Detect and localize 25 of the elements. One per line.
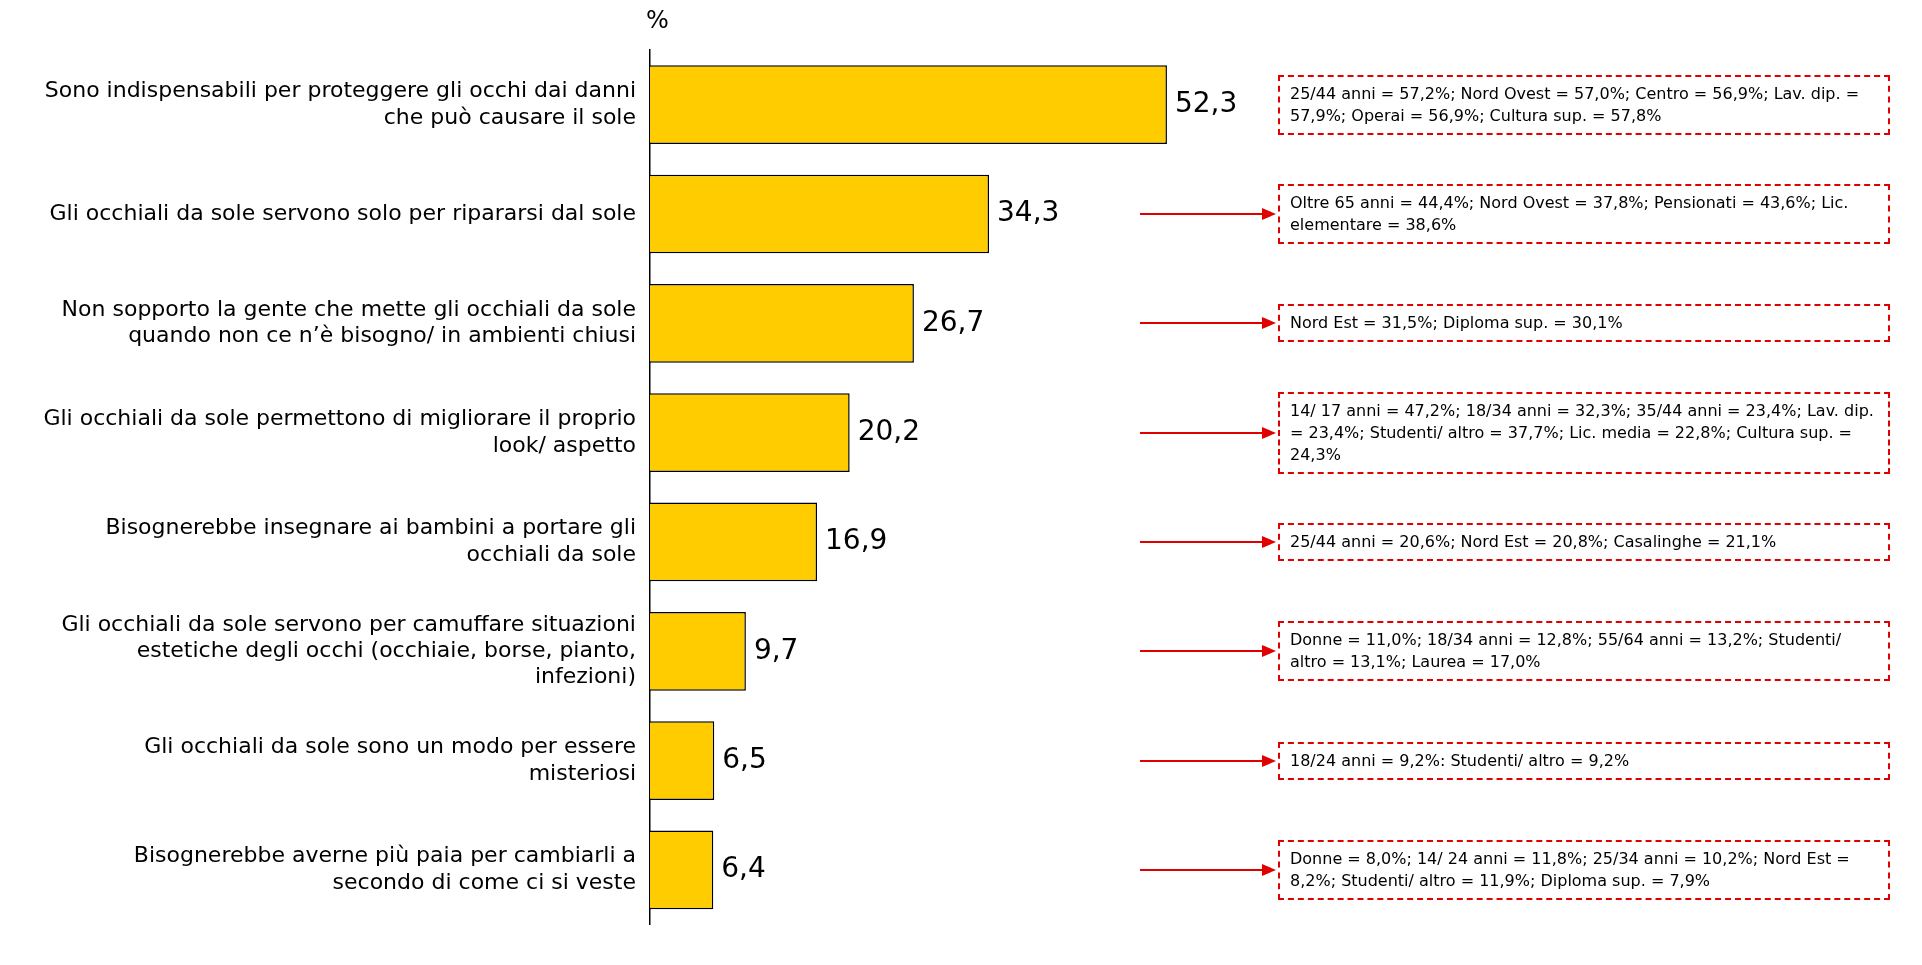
x-axis-title: % (646, 6, 669, 34)
y-tick-label: Gli occhiali da sole servono per camuffare situazioni estetiche degli occhi (occhiaie, borse, pianto, infezioni) (61, 610, 636, 689)
data-label: 34,3 (997, 195, 1060, 229)
text: Oltre 65 anni = 44,4%; Nord Ovest = 37,8%; Pensionati = 43,6%; Lic. elementare = 38,6% (1278, 183, 1890, 244)
data-label: 9,7 (753, 632, 799, 666)
data-label: 6,5 (722, 741, 767, 775)
data-label: 6,4 (721, 851, 766, 885)
data-label: 52,3 (1174, 85, 1238, 119)
data-label: 26,7 (921, 304, 985, 338)
y-tick-label: Gli occhiali da sole servono solo per ripararsi dal sole (49, 199, 636, 225)
text: 25/44 anni = 20,6%; Nord Est = 20,8%; Casalinghe = 21,1% (1278, 522, 1890, 561)
y-tick-label: Gli occhiali da sole permettono di migliorare il proprio look/ aspetto (43, 405, 636, 457)
text: 14/ 17 anni = 47,2%; 18/34 anni = 32,3%; 35/44 anni = 23,4%; Lav. dip. = 23,4%; Studenti/ altro = 37,7%; Lic. media = 22,8%; Cultura sup. = 24,3% (1278, 391, 1890, 474)
y-tick-label: Non sopporto la gente che mette gli occhiali da sole quando non ce n’è bisogno/ in ambienti chiusi (61, 295, 636, 348)
y-tick-label: Bisognerebbe insegnare ai bambini a portare gli occhiali da sole (105, 514, 636, 566)
text: Donne = 8,0%; 14/ 24 anni = 11,8%; 25/34 anni = 10,2%; Nord Est = 8,2%; Studenti/ altro = 11,9%; Diploma sup. = 7,9% (1278, 839, 1890, 900)
y-tick-label: Sono indispensabili per proteggere gli occhi dai danni che può causare il sole (44, 77, 636, 129)
data-label: 20,2 (857, 413, 921, 447)
data-label: 16,9 (825, 523, 888, 557)
text: Nord Est = 31,5%; Diploma sup. = 30,1% (1278, 304, 1890, 343)
y-tick-label: Bisognerebbe averne più paia per cambiarli a secondo di come ci si veste (133, 842, 636, 894)
text: Donne = 11,0%; 18/34 anni = 12,8%; 55/64 anni = 13,2%; Studenti/ altro = 13,1%; Laurea = 17,0% (1278, 621, 1890, 682)
text: 18/24 anni = 9,2%: Studenti/ altro = 9,2% (1278, 741, 1890, 780)
y-tick-label: Gli occhiali da sole sono un modo per essere misteriosi (144, 733, 636, 785)
text: 25/44 anni = 57,2%; Nord Ovest = 57,0%; Centro = 56,9%; Lav. dip. = 57,9%; Operai = 56,9%; Cultura sup. = 57,8% (1278, 74, 1890, 135)
